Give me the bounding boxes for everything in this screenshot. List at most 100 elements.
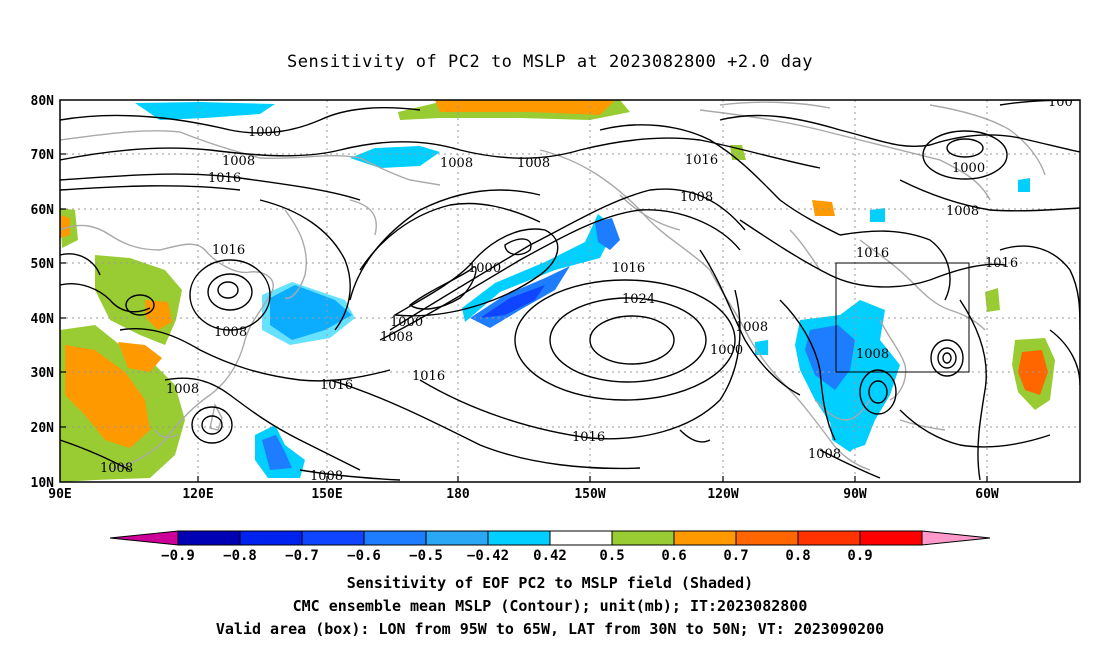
shading-positive-labrador <box>812 200 835 216</box>
shading-negative-small-2 <box>1018 178 1030 192</box>
colorbar-swatch <box>735 530 799 546</box>
contour-label: 1008 <box>946 204 979 219</box>
contour-label: 1008 <box>214 325 247 340</box>
lat-label: 50N <box>31 257 55 272</box>
graticule <box>60 100 1080 482</box>
colorbar-label: −0.8 <box>223 548 257 564</box>
shading-negative-npac-jet <box>462 214 615 322</box>
colorbar-label: −0.6 <box>347 548 381 564</box>
valid-area-box <box>835 262 970 373</box>
colorbar-swatch <box>301 530 365 546</box>
contour-label: 1008 <box>680 190 713 205</box>
contour-label: 1000 <box>468 261 501 276</box>
colorbar-swatch <box>673 530 737 546</box>
shading-negative-gulf <box>828 400 868 452</box>
colorbar-labels: −0.9 −0.8 −0.7 −0.6 −0.5 −0.42 0.42 0.5 0.6 0.7 0.… <box>161 548 873 564</box>
shading-positive-atlantic-small <box>985 288 1000 312</box>
lon-label: 60W <box>975 487 999 502</box>
caption-line-1: Sensitivity of EOF PC2 to MSLP field (Sh… <box>347 574 753 592</box>
shading-negative-arctic-1 <box>135 102 275 120</box>
contour-label: 1016 <box>685 153 718 168</box>
sensitivity-shading <box>60 100 1055 482</box>
shading-negative-small-3 <box>755 340 768 355</box>
lat-label: 80N <box>31 94 55 109</box>
contour-label: 1016 <box>856 246 889 261</box>
lat-labels: 80N 70N 60N 50N 40N 30N 20N 10N <box>31 94 55 491</box>
colorbar-label: 0.9 <box>847 548 872 564</box>
contour-label: 100 <box>1048 95 1073 110</box>
shading-positive-asia-orange-3 <box>145 300 172 330</box>
contour-label: 1008 <box>166 382 199 397</box>
colorbar-swatch <box>611 530 675 546</box>
contour-label: 1008 <box>100 461 133 476</box>
colorbar-extend-high <box>921 530 991 546</box>
lat-label: 40N <box>31 312 55 327</box>
lon-labels: 90E 120E 150E 180 150W 120W 90W 60W <box>48 487 999 502</box>
lon-label: 120E <box>182 487 213 502</box>
map-frame <box>59 99 1081 483</box>
colorbar-label: 0.6 <box>661 548 686 564</box>
colorbar: −0.9 −0.8 −0.7 −0.6 −0.5 −0.42 0.42 0.5 0.6 0.7 0.… <box>109 530 991 564</box>
contour-label: 1016 <box>985 256 1018 271</box>
shading-negative-npac-jet-core <box>480 285 545 318</box>
shading-negative-small-1 <box>870 208 885 222</box>
colorbar-swatch <box>487 530 551 546</box>
caption-line-3: Valid area (box): LON from 95W to 65W, L… <box>216 620 884 638</box>
contour-label: 1008 <box>222 154 255 169</box>
contour-label: 1008 <box>310 469 343 484</box>
colorbar-swatch <box>859 530 923 546</box>
mslp-contours <box>60 100 1080 481</box>
contour-label: 1000 <box>952 161 985 176</box>
map-ticks <box>60 153 988 482</box>
lon-label: 180 <box>446 487 470 502</box>
colorbar-swatch <box>239 530 303 546</box>
contour-label: 1000 <box>248 125 281 140</box>
lon-label: 90E <box>48 487 71 502</box>
contour-label: 1016 <box>412 369 445 384</box>
lat-label: 70N <box>31 148 55 163</box>
colorbar-label: −0.7 <box>285 548 319 564</box>
colorbar-label: 0.5 <box>599 548 624 564</box>
colorbar-swatch <box>425 530 489 546</box>
contour-label: 1008 <box>440 156 473 171</box>
shading-negative-wpac-core <box>262 435 292 470</box>
lat-label: 20N <box>31 421 55 436</box>
colorbar-label: −0.5 <box>409 548 443 564</box>
figure-title: Sensitivity of PC2 to MSLP at 2023082800… <box>287 52 813 72</box>
contour-label: 1016 <box>572 430 605 445</box>
lat-label: 60N <box>31 203 55 218</box>
contour-label: 1008 <box>735 320 768 335</box>
contour-label: 1008 <box>856 347 889 362</box>
lon-label: 120W <box>707 487 738 502</box>
colorbar-extend-low <box>109 530 179 546</box>
contour-label: 1016 <box>212 243 245 258</box>
contour-label: 1008 <box>380 330 413 345</box>
contour-label: 1008 <box>808 447 841 462</box>
shading-negative-arctic-2 <box>350 146 440 168</box>
shading-positive-asia-orange-2 <box>118 342 162 372</box>
contour-label: 1016 <box>612 261 645 276</box>
colorbar-label: 0.8 <box>785 548 810 564</box>
shading-positive-asia-orange <box>65 345 150 448</box>
colorbar-swatch <box>797 530 861 546</box>
lon-label: 150W <box>574 487 605 502</box>
colorbar-swatch <box>363 530 427 546</box>
lon-label: 90W <box>843 487 867 502</box>
colorbar-swatches <box>109 530 991 546</box>
contour-label: 1008 <box>517 156 550 171</box>
colorbar-label: 0.42 <box>533 548 567 564</box>
caption-line-2: CMC ensemble mean MSLP (Contour); unit(m… <box>293 597 808 615</box>
colorbar-label: −0.42 <box>467 548 509 564</box>
lon-label: 150E <box>311 487 342 502</box>
coastlines <box>60 101 1046 471</box>
contour-label: 1024 <box>622 292 655 307</box>
lat-label: 10N <box>31 476 55 491</box>
contour-label: 1016 <box>208 171 241 186</box>
shading-positive-arctic-orange <box>435 100 615 115</box>
colorbar-swatch <box>177 530 241 546</box>
shading-negative-usa-core <box>805 325 855 390</box>
contour-label: 1000 <box>390 315 423 330</box>
colorbar-swatch <box>549 530 613 546</box>
lat-label: 30N <box>31 366 55 381</box>
contour-label: 1016 <box>320 378 353 393</box>
